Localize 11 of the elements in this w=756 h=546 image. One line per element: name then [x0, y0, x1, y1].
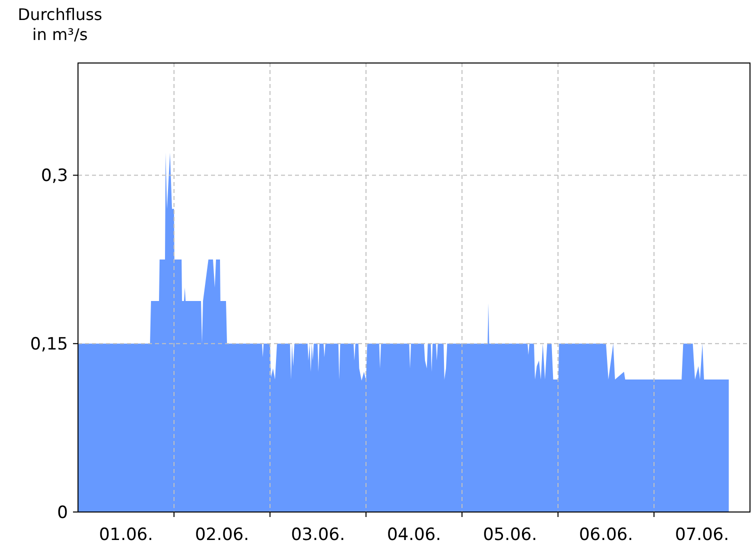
y-tick-label: 0,3 — [40, 166, 68, 186]
y-axis-title: Durchfluss in m³/s — [18, 5, 102, 44]
x-tick-label: 06.06. — [578, 525, 634, 545]
x-tick-label: 01.06. — [98, 525, 154, 545]
x-tick-label: 02.06. — [194, 525, 250, 545]
x-tick-label: 07.06. — [674, 525, 730, 545]
y-tick-label: 0,15 — [30, 334, 68, 355]
x-tick-label: 05.06. — [482, 525, 538, 545]
x-tick-label: 04.06. — [386, 525, 442, 545]
x-tick-label: 03.06. — [290, 525, 346, 545]
y-tick-label: 0 — [57, 502, 68, 523]
